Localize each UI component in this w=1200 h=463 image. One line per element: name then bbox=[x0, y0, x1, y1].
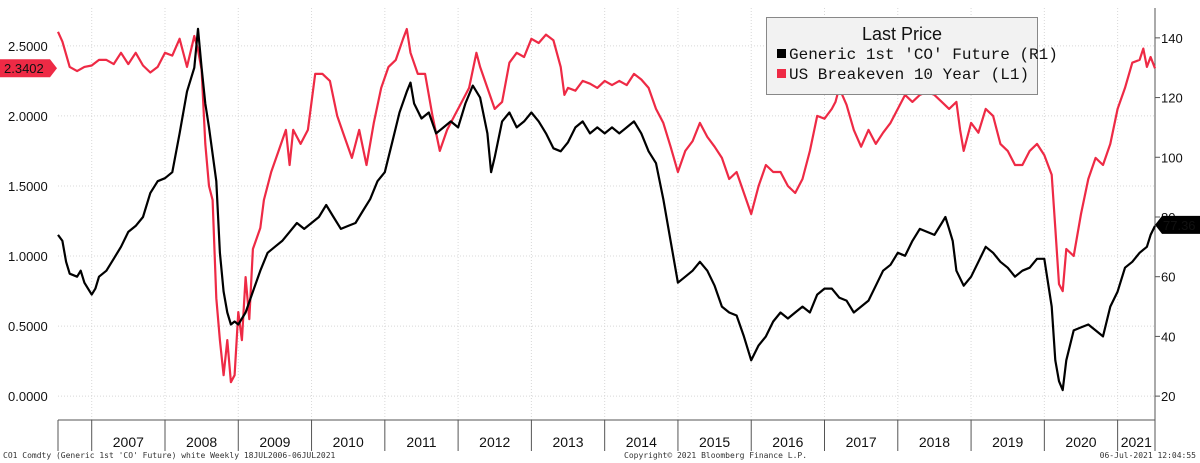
left-tick-label: 1.5000 bbox=[8, 179, 48, 194]
series-line-breakeven bbox=[56, 27, 1157, 384]
footer-center: Copyright© 2021 Bloomberg Finance L.P. bbox=[624, 451, 808, 460]
legend-entry-breakeven: US Breakeven 10 Year (L1) bbox=[777, 65, 1037, 85]
right-tick-label: 60 bbox=[1161, 270, 1175, 285]
left-tick-label: 0.5000 bbox=[8, 319, 48, 334]
last-value-badges: 2.3402 77.36 bbox=[0, 59, 1200, 234]
x-tick-label: 2008 bbox=[186, 434, 217, 450]
legend-swatch-black bbox=[777, 49, 786, 58]
x-tick-label: 2012 bbox=[479, 434, 510, 450]
left-last-value-text: 2.3402 bbox=[4, 61, 44, 76]
left-last-value-badge bbox=[0, 59, 57, 78]
left-tick-label: 2.5000 bbox=[8, 39, 48, 54]
right-tick-label: 40 bbox=[1161, 329, 1175, 344]
right-tick-label: 20 bbox=[1161, 389, 1175, 404]
x-tick-label: 2010 bbox=[333, 434, 364, 450]
x-tick-label: 2018 bbox=[919, 434, 950, 450]
left-tick-label: 2.0000 bbox=[8, 109, 48, 124]
x-tick-label: 2017 bbox=[846, 434, 877, 450]
footer-right: 06-Jul-2021 12:04:55 bbox=[1099, 451, 1196, 460]
x-tick-label: 2020 bbox=[1065, 434, 1096, 450]
x-tick-label: 2014 bbox=[626, 434, 657, 450]
series-lines bbox=[56, 27, 1157, 392]
legend-entry-oil: Generic 1st 'CO' Future (R1) bbox=[777, 45, 1058, 65]
legend-label-breakeven: US Breakeven 10 Year (L1) bbox=[789, 66, 1030, 84]
right-tick-label: 120 bbox=[1161, 91, 1183, 106]
legend-label-oil: Generic 1st 'CO' Future (R1) bbox=[789, 46, 1058, 64]
right-tick-label: 100 bbox=[1161, 150, 1183, 165]
left-axis: 0.0000 0.5000 1.0000 1.5000 2.0000 2.5000 bbox=[8, 39, 48, 404]
legend-title: Last Price bbox=[861, 24, 943, 44]
x-tick-label: 2011 bbox=[406, 434, 436, 450]
x-tick-label: 2019 bbox=[992, 434, 1023, 450]
x-tick-label: 2007 bbox=[113, 434, 144, 450]
right-last-value-badge bbox=[1155, 215, 1200, 234]
x-tick-label: 2009 bbox=[259, 434, 290, 450]
x-tick-label: 2013 bbox=[552, 434, 583, 450]
right-last-value-text: 77.36 bbox=[1163, 218, 1196, 233]
legend-swatch-red bbox=[777, 69, 786, 78]
series-line-oil bbox=[57, 27, 1156, 392]
x-tick-label: 2016 bbox=[772, 434, 803, 450]
x-axis: 2007 2008 2009 2010 2011 2012 2013 2014 2015 2016… bbox=[57, 8, 1156, 451]
right-tick-label: 140 bbox=[1161, 31, 1183, 46]
left-tick-label: 1.0000 bbox=[8, 249, 48, 264]
x-tick-label: 2021 bbox=[1121, 434, 1152, 450]
x-tick-label: 2015 bbox=[699, 434, 730, 450]
left-tick-label: 0.0000 bbox=[8, 389, 48, 404]
legend: Last Price Generic 1st 'CO' Future (R1) … bbox=[766, 17, 1058, 95]
footer-left: CO1 Comdty (Generic 1st 'CO' Future) whi… bbox=[3, 451, 336, 460]
